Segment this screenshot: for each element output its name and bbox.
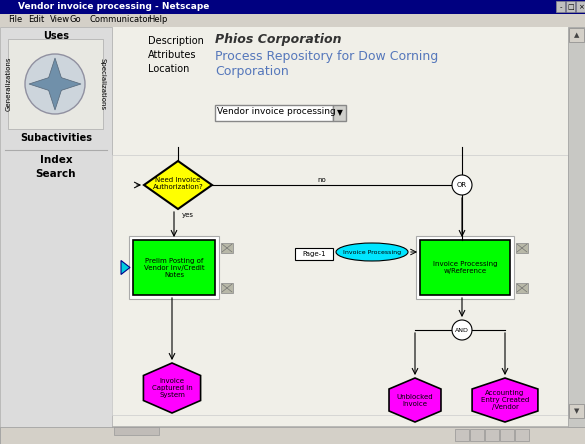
Bar xyxy=(112,155,568,415)
Bar xyxy=(333,105,346,121)
Bar xyxy=(516,243,528,253)
Text: View: View xyxy=(50,15,70,24)
Text: Corporation: Corporation xyxy=(215,65,289,78)
Bar xyxy=(485,429,499,441)
Bar xyxy=(0,27,112,444)
Text: Vendor invoice processing: Vendor invoice processing xyxy=(217,107,336,116)
Bar xyxy=(569,404,584,418)
Text: Location: Location xyxy=(148,64,190,74)
Text: Invoice Processing
w/Reference: Invoice Processing w/Reference xyxy=(433,261,497,274)
Circle shape xyxy=(452,320,472,340)
Text: Index: Index xyxy=(40,155,73,165)
Text: Invoice
Captured in
System: Invoice Captured in System xyxy=(152,378,192,398)
Text: Prelim Posting of
Vendor Inv/Credit
Notes: Prelim Posting of Vendor Inv/Credit Note… xyxy=(144,258,204,278)
Text: Attributes: Attributes xyxy=(148,50,197,60)
Circle shape xyxy=(452,175,472,195)
Text: no: no xyxy=(318,177,326,183)
Bar xyxy=(114,427,159,435)
Bar xyxy=(112,27,568,155)
Bar xyxy=(568,27,585,427)
Bar xyxy=(129,236,219,299)
Text: Invoice Processing: Invoice Processing xyxy=(343,250,401,254)
Bar xyxy=(133,240,215,295)
Bar xyxy=(556,1,565,12)
Text: Edit: Edit xyxy=(28,15,44,24)
Bar xyxy=(0,0,585,14)
Text: Uses: Uses xyxy=(43,31,69,41)
Text: □: □ xyxy=(567,4,574,10)
Text: Process Repository for Dow Corning: Process Repository for Dow Corning xyxy=(215,50,438,63)
Polygon shape xyxy=(144,161,212,209)
Text: Description: Description xyxy=(148,36,204,46)
Bar xyxy=(215,105,333,121)
Text: yes: yes xyxy=(182,212,194,218)
Bar xyxy=(515,429,529,441)
Polygon shape xyxy=(472,378,538,422)
Text: -: - xyxy=(559,4,562,10)
Polygon shape xyxy=(121,261,130,274)
Polygon shape xyxy=(143,363,201,413)
Text: ▲: ▲ xyxy=(574,32,579,38)
Bar xyxy=(569,28,584,42)
Text: Subactivities: Subactivities xyxy=(20,133,92,143)
Text: ▼: ▼ xyxy=(574,408,579,414)
Text: ×: × xyxy=(577,4,583,10)
Text: OR: OR xyxy=(457,182,467,188)
Bar xyxy=(516,283,528,293)
Text: Need Invoice
Authorization?: Need Invoice Authorization? xyxy=(153,177,204,190)
Bar xyxy=(455,429,469,441)
Ellipse shape xyxy=(336,243,408,261)
Text: Specializations: Specializations xyxy=(100,58,106,110)
Text: AND: AND xyxy=(455,328,469,333)
Bar xyxy=(566,1,575,12)
Bar xyxy=(295,248,333,260)
Text: Help: Help xyxy=(148,15,167,24)
Text: Communicator: Communicator xyxy=(90,15,152,24)
Bar xyxy=(221,243,233,253)
Text: Accounting
Entry Created
/Vendor: Accounting Entry Created /Vendor xyxy=(481,390,529,410)
Bar xyxy=(500,429,514,441)
Polygon shape xyxy=(389,378,441,422)
Text: Phios Corporation: Phios Corporation xyxy=(215,33,342,46)
Bar xyxy=(420,240,510,295)
Text: Search: Search xyxy=(36,169,76,179)
Bar xyxy=(0,14,585,27)
Bar xyxy=(0,427,585,444)
Bar xyxy=(470,429,484,441)
Text: Page-1: Page-1 xyxy=(302,251,326,257)
Text: Vendor invoice processing - Netscape: Vendor invoice processing - Netscape xyxy=(18,2,209,11)
Text: Unblocked
Invoice: Unblocked Invoice xyxy=(397,393,433,407)
Text: ▼: ▼ xyxy=(336,108,342,118)
Bar xyxy=(416,236,514,299)
Bar xyxy=(576,1,585,12)
Polygon shape xyxy=(29,58,81,110)
Bar xyxy=(221,283,233,293)
Bar xyxy=(112,426,568,436)
Bar xyxy=(8,39,103,129)
Text: Go: Go xyxy=(70,15,82,24)
Text: File: File xyxy=(8,15,22,24)
Circle shape xyxy=(25,54,85,114)
Text: Generalizations: Generalizations xyxy=(6,57,12,111)
